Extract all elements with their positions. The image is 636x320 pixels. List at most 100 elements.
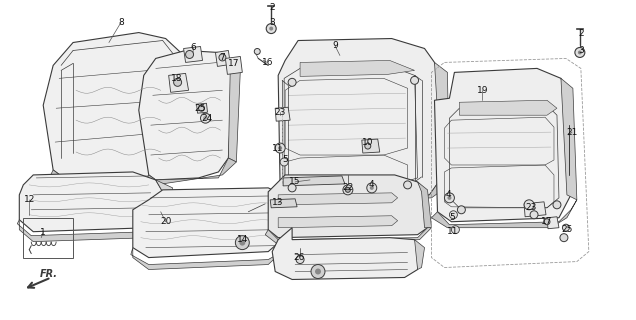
Text: 17: 17 — [541, 217, 553, 226]
Polygon shape — [270, 199, 297, 208]
Polygon shape — [43, 33, 186, 185]
Polygon shape — [268, 175, 427, 238]
Circle shape — [450, 211, 457, 219]
Circle shape — [445, 193, 454, 203]
Polygon shape — [169, 73, 188, 92]
Circle shape — [524, 200, 534, 210]
Polygon shape — [418, 182, 431, 228]
Text: 26: 26 — [293, 253, 305, 262]
Text: 22: 22 — [342, 183, 354, 192]
Text: 20: 20 — [160, 217, 171, 226]
Text: 16: 16 — [261, 58, 273, 67]
Text: 7: 7 — [219, 53, 225, 62]
Text: 2: 2 — [578, 29, 584, 38]
Text: 4: 4 — [446, 190, 452, 199]
Text: 23: 23 — [275, 108, 286, 117]
Text: 3: 3 — [269, 18, 275, 27]
Circle shape — [311, 265, 325, 278]
Polygon shape — [131, 242, 288, 269]
Polygon shape — [225, 56, 242, 74]
Circle shape — [367, 183, 377, 193]
Text: 5: 5 — [282, 156, 288, 164]
Polygon shape — [415, 240, 425, 269]
Circle shape — [345, 188, 350, 192]
Circle shape — [411, 76, 418, 84]
Polygon shape — [17, 218, 163, 242]
Polygon shape — [272, 228, 420, 279]
Circle shape — [275, 143, 285, 153]
Circle shape — [269, 27, 273, 31]
Circle shape — [288, 184, 296, 192]
Polygon shape — [278, 38, 441, 202]
Polygon shape — [300, 60, 415, 76]
Polygon shape — [278, 216, 398, 228]
Polygon shape — [431, 200, 577, 228]
Circle shape — [203, 116, 208, 121]
Circle shape — [578, 51, 582, 54]
Text: 25: 25 — [561, 225, 572, 234]
Text: 13: 13 — [272, 198, 284, 207]
Circle shape — [198, 105, 205, 111]
Text: 4: 4 — [369, 180, 375, 189]
Text: 6: 6 — [191, 43, 197, 52]
Circle shape — [266, 24, 276, 34]
Circle shape — [174, 78, 182, 86]
Text: 14: 14 — [237, 235, 248, 244]
Polygon shape — [216, 51, 230, 67]
Text: 3: 3 — [578, 46, 584, 55]
Polygon shape — [561, 78, 577, 200]
Text: 19: 19 — [476, 86, 488, 95]
Polygon shape — [146, 158, 237, 185]
Polygon shape — [285, 196, 298, 242]
Circle shape — [235, 236, 249, 250]
Polygon shape — [156, 180, 172, 228]
Circle shape — [219, 54, 226, 61]
Circle shape — [315, 268, 321, 275]
Polygon shape — [272, 178, 450, 205]
Text: 23: 23 — [525, 203, 537, 212]
Text: FR.: FR. — [40, 268, 58, 278]
Text: 1: 1 — [40, 228, 46, 237]
Text: 18: 18 — [171, 74, 183, 83]
Polygon shape — [459, 100, 557, 115]
Polygon shape — [228, 62, 240, 162]
Text: 8: 8 — [118, 18, 124, 27]
Circle shape — [544, 219, 550, 225]
Text: 21: 21 — [566, 128, 577, 137]
Polygon shape — [362, 139, 380, 153]
Polygon shape — [283, 176, 345, 186]
Circle shape — [560, 234, 568, 242]
Circle shape — [452, 226, 459, 234]
Circle shape — [239, 240, 245, 246]
Circle shape — [365, 143, 371, 149]
Circle shape — [254, 49, 260, 54]
Text: 11: 11 — [446, 227, 458, 236]
Circle shape — [404, 181, 411, 189]
Circle shape — [186, 51, 193, 59]
Polygon shape — [19, 172, 163, 232]
Polygon shape — [49, 155, 188, 190]
Polygon shape — [133, 188, 288, 258]
Circle shape — [278, 146, 282, 150]
Polygon shape — [265, 228, 431, 244]
Text: 9: 9 — [332, 41, 338, 50]
Circle shape — [457, 206, 466, 214]
Polygon shape — [139, 51, 232, 180]
Polygon shape — [434, 68, 571, 222]
Circle shape — [200, 113, 211, 123]
Circle shape — [288, 78, 296, 86]
Polygon shape — [547, 217, 559, 229]
Circle shape — [280, 158, 288, 166]
Polygon shape — [184, 46, 202, 62]
Text: 5: 5 — [450, 213, 455, 222]
Circle shape — [553, 201, 561, 209]
Circle shape — [448, 196, 452, 200]
Circle shape — [562, 224, 569, 231]
Polygon shape — [524, 202, 546, 217]
Circle shape — [343, 185, 353, 195]
Circle shape — [575, 47, 585, 58]
Text: 15: 15 — [289, 177, 301, 187]
Text: 11: 11 — [272, 144, 284, 153]
Circle shape — [370, 186, 374, 190]
Circle shape — [296, 256, 304, 264]
